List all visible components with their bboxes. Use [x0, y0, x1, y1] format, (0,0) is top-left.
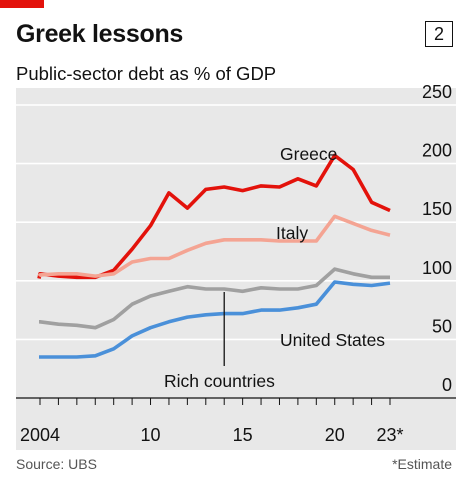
y-tick-label-100: 100	[422, 258, 452, 278]
label-greece: Greece	[280, 144, 337, 164]
x-tick-label-2020: 20	[325, 425, 345, 445]
label-italy: Italy	[276, 223, 308, 243]
y-tick-label-200: 200	[422, 141, 452, 161]
series-lines	[37, 153, 391, 359]
x-axis: 2004 10 15 20 23*	[20, 398, 404, 445]
brand-accent-bar	[0, 0, 44, 8]
chart-subtitle: Public-sector debt as % of GDP	[16, 63, 277, 84]
chart-number-badge: 2	[425, 21, 453, 47]
series-line-united-states	[38, 280, 391, 359]
label-rich-countries: Rich countries	[164, 371, 275, 391]
series-labels: Greece Italy United States Rich countries	[164, 144, 385, 391]
x-tick-label-2023: 23*	[376, 425, 403, 445]
gridlines	[16, 104, 456, 399]
x-tick-label-2010: 10	[141, 425, 161, 445]
series-line-rich-countries	[38, 267, 390, 330]
y-tick-label-0: 0	[442, 375, 452, 395]
y-tick-label-150: 150	[422, 199, 452, 219]
series-line-greece	[37, 153, 391, 280]
plot-area	[16, 88, 456, 450]
estimate-note: *Estimate	[392, 456, 452, 472]
x-tick-label-2015: 15	[233, 425, 253, 445]
chart-title: Greek lessons	[16, 20, 184, 48]
label-united-states: United States	[280, 330, 385, 350]
y-tick-label-250: 250	[422, 82, 452, 102]
x-tick-label-2004: 2004	[20, 425, 60, 445]
y-axis-ticks: 0 50 100 150 200 250	[422, 82, 452, 395]
y-tick-label-50: 50	[432, 316, 452, 336]
source-note: Source: UBS	[16, 456, 97, 472]
series-line-italy	[37, 214, 391, 278]
